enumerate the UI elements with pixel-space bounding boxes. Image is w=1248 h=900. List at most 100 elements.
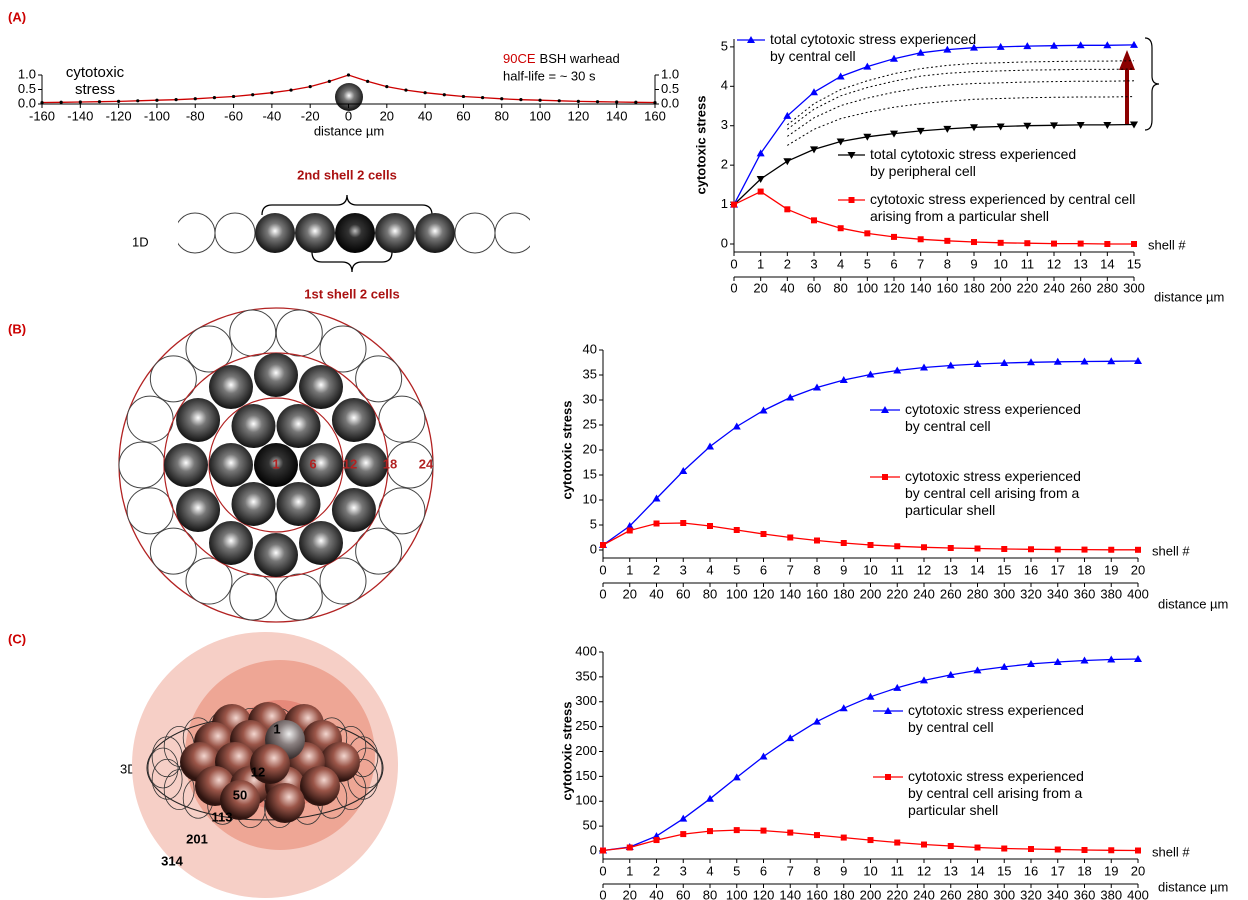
x2-tick-label: 100	[726, 887, 748, 900]
marker	[758, 189, 764, 195]
x-tick-label: 8	[813, 863, 820, 878]
marker	[679, 815, 687, 822]
x2-tick-label: 120	[883, 280, 905, 295]
marker	[1104, 241, 1110, 247]
x2-tick-label: 200	[860, 586, 882, 601]
marker	[784, 206, 790, 212]
x2-tick-label: 40	[780, 280, 794, 295]
cell	[254, 353, 298, 397]
x-tick-label: 16	[1024, 863, 1038, 878]
cell	[265, 783, 305, 823]
y-tick-label: 50	[583, 818, 597, 833]
cell	[175, 213, 215, 253]
x-tick-label: 3	[680, 863, 687, 878]
marker	[1078, 241, 1084, 247]
cell	[379, 488, 425, 534]
legend-label: total cytotoxic stress experienced by pe…	[870, 146, 1076, 180]
shell-count: 12	[343, 456, 357, 471]
brace	[262, 195, 432, 215]
cell	[332, 488, 376, 532]
x-tick-label: 4	[706, 562, 713, 577]
y-axis-label: cytotoxic stress	[559, 702, 574, 801]
marker	[1028, 846, 1034, 852]
cell	[119, 442, 165, 488]
cell	[299, 443, 343, 487]
marker	[733, 773, 741, 780]
cell	[150, 528, 196, 574]
cell	[127, 396, 173, 442]
brace	[1145, 38, 1159, 130]
x-axis-label: shell #	[1152, 844, 1190, 859]
marker	[998, 240, 1004, 246]
dotted-line	[787, 61, 1134, 125]
x2-tick-label: 0	[599, 887, 606, 900]
x-tick-label: -160	[29, 108, 55, 123]
x2-tick-label: 60	[676, 586, 690, 601]
x2-tick-label: 360	[1074, 887, 1096, 900]
x2-tick-label: 80	[703, 887, 717, 900]
marker	[309, 85, 312, 88]
x-tick-label: -60	[224, 108, 243, 123]
x-tick-label: 160	[644, 108, 666, 123]
x2-tick-label: 400	[1127, 887, 1149, 900]
y-tick-label: 150	[575, 768, 597, 783]
shell-label: 2nd shell 2 cells	[297, 167, 397, 182]
x2-tick-label: 200	[990, 280, 1012, 295]
x-tick-label: 5	[733, 863, 740, 878]
marker	[948, 843, 954, 849]
y-tick-label: 0.5	[18, 81, 36, 96]
marker	[1001, 846, 1007, 852]
x2-tick-label: 360	[1074, 586, 1096, 601]
shell-count: 12	[251, 764, 265, 779]
x-tick-label: 12	[917, 863, 931, 878]
marker	[944, 238, 950, 244]
marker	[40, 101, 43, 104]
marker	[1131, 241, 1137, 247]
x2-axis-label: distance µm	[1158, 596, 1228, 611]
x2-tick-label: 220	[886, 887, 908, 900]
cell	[232, 482, 276, 526]
diagram-1d: 1D 2nd shell 2 cells 1st shell 2 cells	[132, 167, 548, 301]
marker	[761, 828, 767, 834]
marker	[921, 544, 927, 550]
x-tick-label: 0	[730, 256, 737, 271]
marker	[653, 101, 656, 104]
marker	[538, 99, 541, 102]
x2-tick-label: 260	[1070, 280, 1092, 295]
x2-tick-label: 80	[703, 586, 717, 601]
x-tick-label: 120	[568, 108, 590, 123]
cell	[127, 488, 173, 534]
figure: (A) (B) (C) 1D 2nd shell 2 cells 1st she…	[0, 0, 1248, 900]
x-tick-label: 80	[495, 108, 509, 123]
x2-tick-label: 320	[1020, 887, 1042, 900]
marker	[1024, 240, 1030, 246]
marker	[810, 146, 818, 153]
marker	[481, 96, 484, 99]
x2-tick-label: 280	[967, 586, 989, 601]
marker	[734, 827, 740, 833]
marker	[600, 542, 606, 548]
marker	[1028, 546, 1034, 552]
marker	[443, 93, 446, 96]
marker	[894, 543, 900, 549]
shell-label: 1st shell 2 cells	[304, 286, 399, 301]
x-tick-label: 0	[599, 863, 606, 878]
x2-tick-label: 40	[649, 586, 663, 601]
x2-tick-label: 280	[967, 887, 989, 900]
cell	[415, 213, 455, 253]
marker	[868, 542, 874, 548]
marker	[707, 523, 713, 529]
marker	[596, 100, 599, 103]
cell	[277, 482, 321, 526]
marker	[1108, 547, 1114, 553]
x2-tick-label: 260	[940, 887, 962, 900]
cell	[356, 528, 402, 574]
x2-tick-label: 100	[726, 586, 748, 601]
x2-tick-label: 240	[913, 586, 935, 601]
cell	[299, 365, 343, 409]
marker	[627, 528, 633, 534]
x-tick-label: 13	[944, 562, 958, 577]
x-tick-label: 0	[599, 562, 606, 577]
x2-tick-label: 300	[993, 887, 1015, 900]
x2-tick-label: 260	[940, 586, 962, 601]
